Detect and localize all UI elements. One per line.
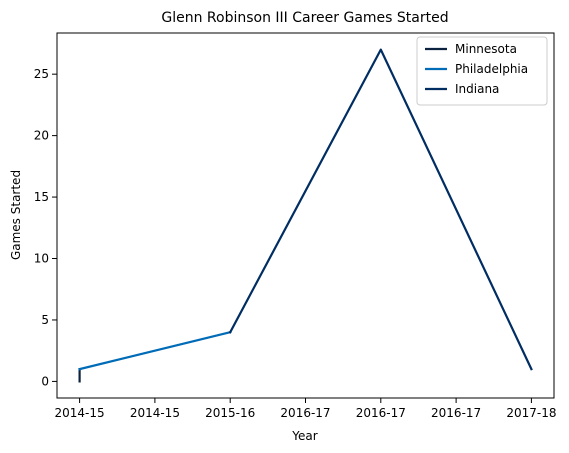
x-tick-label: 2014-15 [130, 406, 180, 420]
legend: Minnesota Philadelphia Indiana [416, 36, 548, 106]
y-tick-label: 5 [41, 313, 49, 327]
y-tick-label: 20 [34, 129, 49, 143]
x-axis-label: Year [291, 429, 317, 443]
chart-title: Glenn Robinson III Career Games Started [161, 10, 448, 26]
x-axis: 2014-15 2014-15 2015-16 2016-17 2016-17 2016-… [55, 398, 556, 420]
legend-label-philadelphia: Philadelphia [455, 62, 528, 76]
x-tick-label: 2016-17 [431, 406, 481, 420]
series-layer [78, 48, 533, 383]
x-tick-label: 2015-16 [205, 406, 255, 420]
y-tick-label: 0 [41, 374, 49, 388]
x-tick-label: 2014-15 [55, 406, 105, 420]
y-tick-label: 15 [34, 190, 49, 204]
legend-label-indiana: Indiana [455, 82, 499, 96]
y-tick-label: 10 [34, 252, 49, 266]
y-axis-label: Games Started [9, 170, 23, 260]
x-tick-label: 2016-17 [356, 406, 406, 420]
y-axis: 0 5 10 15 20 25 [34, 67, 57, 388]
legend-label-minnesota: Minnesota [455, 42, 517, 56]
series-line-philadelphia [78, 330, 232, 371]
x-tick-label: 2017-18 [506, 406, 556, 420]
x-tick-label: 2016-17 [280, 406, 330, 420]
series-line-indiana [228, 48, 533, 371]
y-tick-label: 25 [34, 67, 49, 81]
legend-box [416, 36, 548, 106]
